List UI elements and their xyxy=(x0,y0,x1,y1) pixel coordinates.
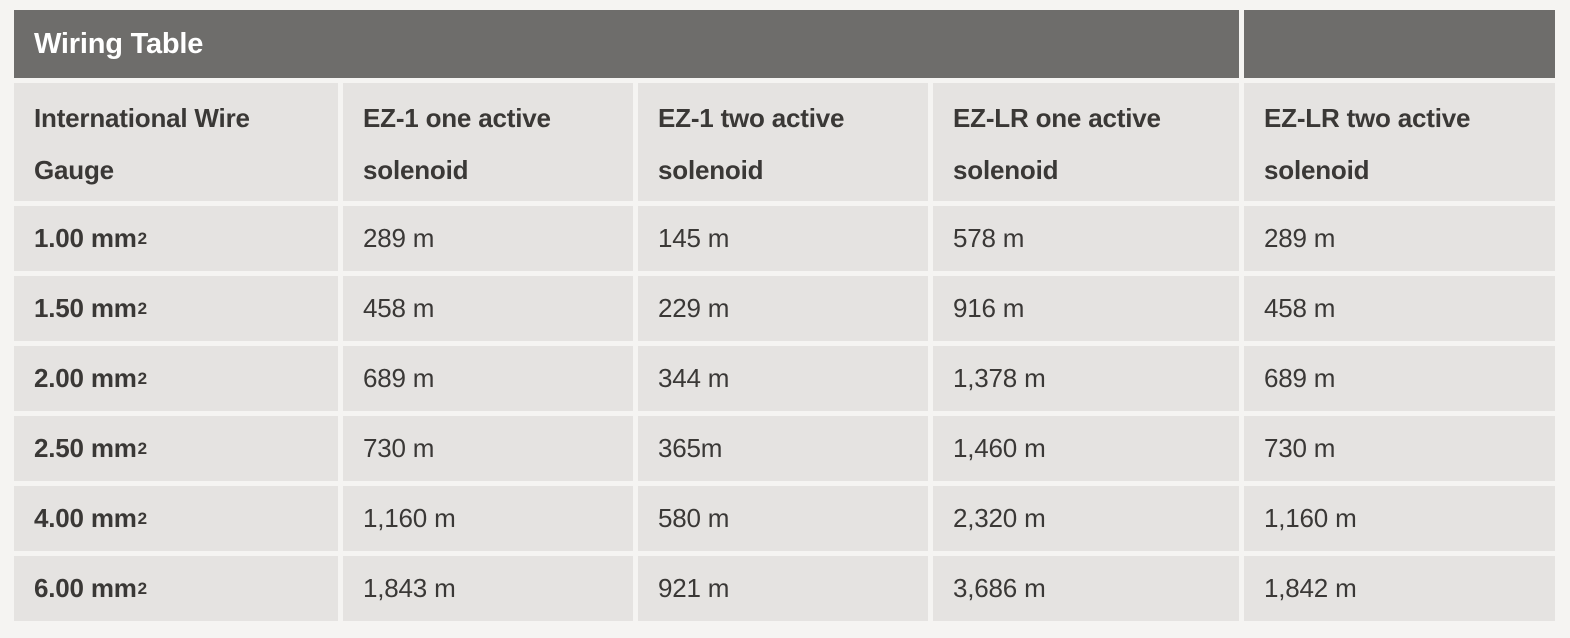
table-cell: 1,160 m xyxy=(343,486,633,551)
table-cell: 730 m xyxy=(343,416,633,481)
table-cell: 289 m xyxy=(1244,206,1555,271)
table-cell: 1,160 m xyxy=(1244,486,1555,551)
table-cell: 580 m xyxy=(638,486,928,551)
table-cell: 1,378 m xyxy=(933,346,1239,411)
table-cell: 458 m xyxy=(1244,276,1555,341)
gauge-cell: 6.00 mm 2 xyxy=(14,556,338,621)
column-header-ez1-two: EZ-1 two active solenoid xyxy=(638,83,928,201)
table-cell: 365m xyxy=(638,416,928,481)
gauge-cell: 1.00 mm 2 xyxy=(14,206,338,271)
table-cell: 1,842 m xyxy=(1244,556,1555,621)
table-cell: 229 m xyxy=(638,276,928,341)
gauge-value: 6.00 mm xyxy=(34,573,137,603)
column-header-ezlr-one: EZ-LR one active solenoid xyxy=(933,83,1239,201)
table-cell: 1,843 m xyxy=(343,556,633,621)
table-cell: 2,320 m xyxy=(933,486,1239,551)
table-cell: 458 m xyxy=(343,276,633,341)
gauge-cell: 2.50 mm 2 xyxy=(14,416,338,481)
table-cell: 578 m xyxy=(933,206,1239,271)
table-cell: 921 m xyxy=(638,556,928,621)
column-header-gauge: International Wire Gauge xyxy=(14,83,338,201)
table-title-bar-spacer xyxy=(1244,10,1555,78)
table-title-bar: Wiring Table xyxy=(14,10,1239,78)
wiring-table: Wiring Table International Wire Gauge EZ… xyxy=(14,10,1555,621)
table-cell: 689 m xyxy=(1244,346,1555,411)
table-title: Wiring Table xyxy=(34,27,204,60)
table-cell: 730 m xyxy=(1244,416,1555,481)
table-cell: 689 m xyxy=(343,346,633,411)
gauge-value: 1.50 mm xyxy=(34,293,137,323)
table-cell: 344 m xyxy=(638,346,928,411)
table-cell: 289 m xyxy=(343,206,633,271)
gauge-value: 1.00 mm xyxy=(34,223,137,253)
table-cell: 1,460 m xyxy=(933,416,1239,481)
table-cell: 3,686 m xyxy=(933,556,1239,621)
column-header-ez1-one: EZ-1 one active solenoid xyxy=(343,83,633,201)
gauge-value: 2.50 mm xyxy=(34,433,137,463)
table-cell: 145 m xyxy=(638,206,928,271)
gauge-cell: 1.50 mm 2 xyxy=(14,276,338,341)
gauge-value: 4.00 mm xyxy=(34,503,137,533)
gauge-cell: 4.00 mm 2 xyxy=(14,486,338,551)
gauge-cell: 2.00 mm 2 xyxy=(14,346,338,411)
table-cell: 916 m xyxy=(933,276,1239,341)
gauge-value: 2.00 mm xyxy=(34,363,137,393)
column-header-ezlr-two: EZ-LR two active solenoid xyxy=(1244,83,1555,201)
